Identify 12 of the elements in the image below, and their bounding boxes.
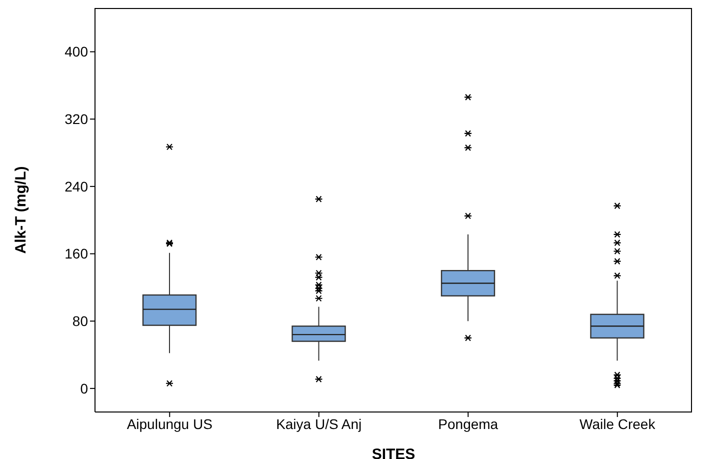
x-axis-title: SITES (372, 446, 416, 459)
y-tick-label: 80 (72, 313, 88, 330)
x-tick-label: Kaiya U/S Anj (276, 416, 362, 432)
y-tick-label: 160 (64, 246, 88, 262)
y-tick-label: 0 (80, 380, 88, 396)
x-tick-label: Pongema (438, 416, 498, 432)
x-tick-label: Waile Creek (580, 416, 656, 432)
y-tick-label: 400 (64, 44, 88, 60)
y-tick-label: 240 (64, 178, 88, 194)
y-tick-label: 320 (64, 111, 88, 128)
y-axis-title: Alk-T (mg/L) (12, 166, 30, 254)
x-tick-label: Aipulungu US (126, 416, 212, 432)
